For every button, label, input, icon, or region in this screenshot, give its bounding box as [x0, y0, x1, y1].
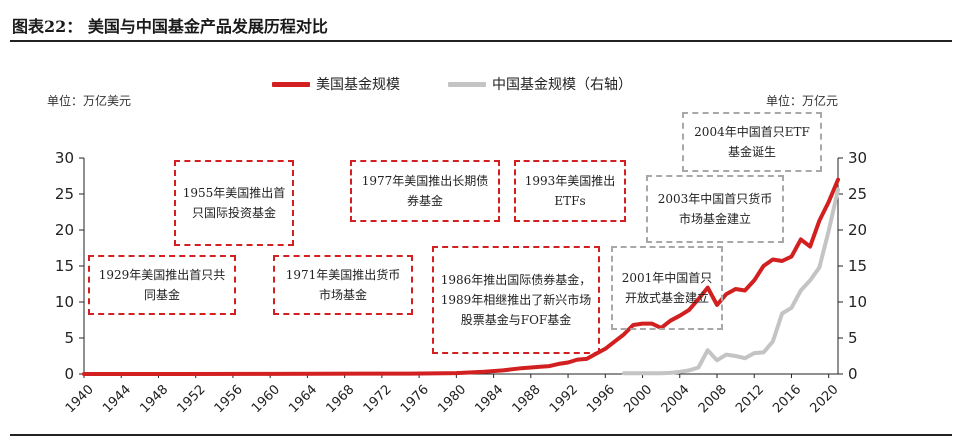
annotation-2001: 2001年中国首只开放式基金建立: [611, 246, 723, 330]
annotation-1993: 1993年美国推出ETFs: [514, 160, 626, 222]
legend-label-us: 美国基金规模: [316, 77, 400, 93]
right-tick-label: 25: [848, 185, 867, 203]
annotation-1977: 1977年美国推出长期债券基金: [350, 160, 500, 222]
x-tick-label: 1980: [435, 382, 469, 416]
x-tick-label: 1952: [175, 382, 209, 416]
left-tick-label: 25: [55, 185, 74, 203]
right-tick-label: 15: [848, 257, 867, 275]
left-tick-label: 30: [55, 149, 74, 167]
right-tick-label: 30: [848, 149, 867, 167]
x-tick-label: 1956: [212, 382, 246, 416]
left-tick-label: 15: [55, 257, 74, 275]
figure-title: 图表22： 美国与中国基金产品发展历程对比: [12, 17, 328, 36]
annotation-1955: 1955年美国推出首只国际投资基金: [174, 160, 294, 246]
left-tick-label: 20: [55, 221, 74, 239]
left-axis-unit: 单位：万亿美元: [47, 94, 132, 108]
left-tick-label: 5: [64, 329, 74, 347]
right-tick-label: 10: [848, 293, 867, 311]
annotation-1929: 1929年美国推出首只共同基金: [88, 255, 236, 315]
series-line-us: [82, 177, 840, 376]
annotation-1971: 1971年美国推出货币市场基金: [273, 255, 413, 315]
legend-swatch-cn: [448, 81, 486, 87]
legend-label-cn: 中国基金规模（右轴）: [492, 77, 632, 93]
left-tick-label: 0: [64, 365, 74, 383]
right-tick-label: 0: [848, 365, 858, 383]
right-axis-unit: 单位：万亿元: [766, 94, 839, 108]
annotation-2004: 2004年中国首只ETF基金诞生: [682, 112, 822, 172]
legend-item-cn: 中国基金规模（右轴）: [448, 74, 632, 94]
x-tick-label: 1984: [472, 382, 506, 416]
x-tick-label: 1960: [249, 382, 283, 416]
legend-item-us: 美国基金规模: [272, 74, 400, 94]
left-tick-label: 10: [55, 293, 74, 311]
right-tick-label: 20: [848, 221, 867, 239]
x-tick-label: 1968: [323, 382, 357, 416]
annotation-1986-1989: 1986年推出国际债券基金，1989年相继推出了新兴市场股票基金与FOF基金: [432, 246, 600, 354]
x-tick-label: 2000: [621, 382, 655, 416]
legend-swatch-us: [272, 81, 310, 87]
top-rule: [10, 40, 952, 42]
x-tick-label: 1944: [100, 382, 134, 416]
x-tick-label: 2016: [770, 382, 804, 416]
x-tick-label: 1940: [63, 382, 97, 416]
bottom-rule: [10, 434, 952, 436]
x-tick-label: 1988: [510, 382, 544, 416]
right-tick-label: 5: [848, 329, 858, 347]
x-tick-label: 1976: [398, 382, 432, 416]
annotation-2003: 2003年中国首只货币市场基金建立: [646, 175, 784, 243]
x-tick-label: 1992: [547, 382, 581, 416]
x-tick-label: 1996: [584, 382, 618, 416]
series-layer: [82, 177, 840, 376]
x-tick-label: 2008: [696, 382, 730, 416]
x-tick-label: 1972: [361, 382, 395, 416]
x-tick-label: 1964: [286, 382, 320, 416]
series-line-cn: [621, 187, 840, 376]
x-tick-label: 2012: [733, 382, 767, 416]
x-tick-label: 2004: [659, 382, 693, 416]
x-tick-label: 1948: [137, 382, 171, 416]
x-tick-label: 2020: [808, 382, 842, 416]
